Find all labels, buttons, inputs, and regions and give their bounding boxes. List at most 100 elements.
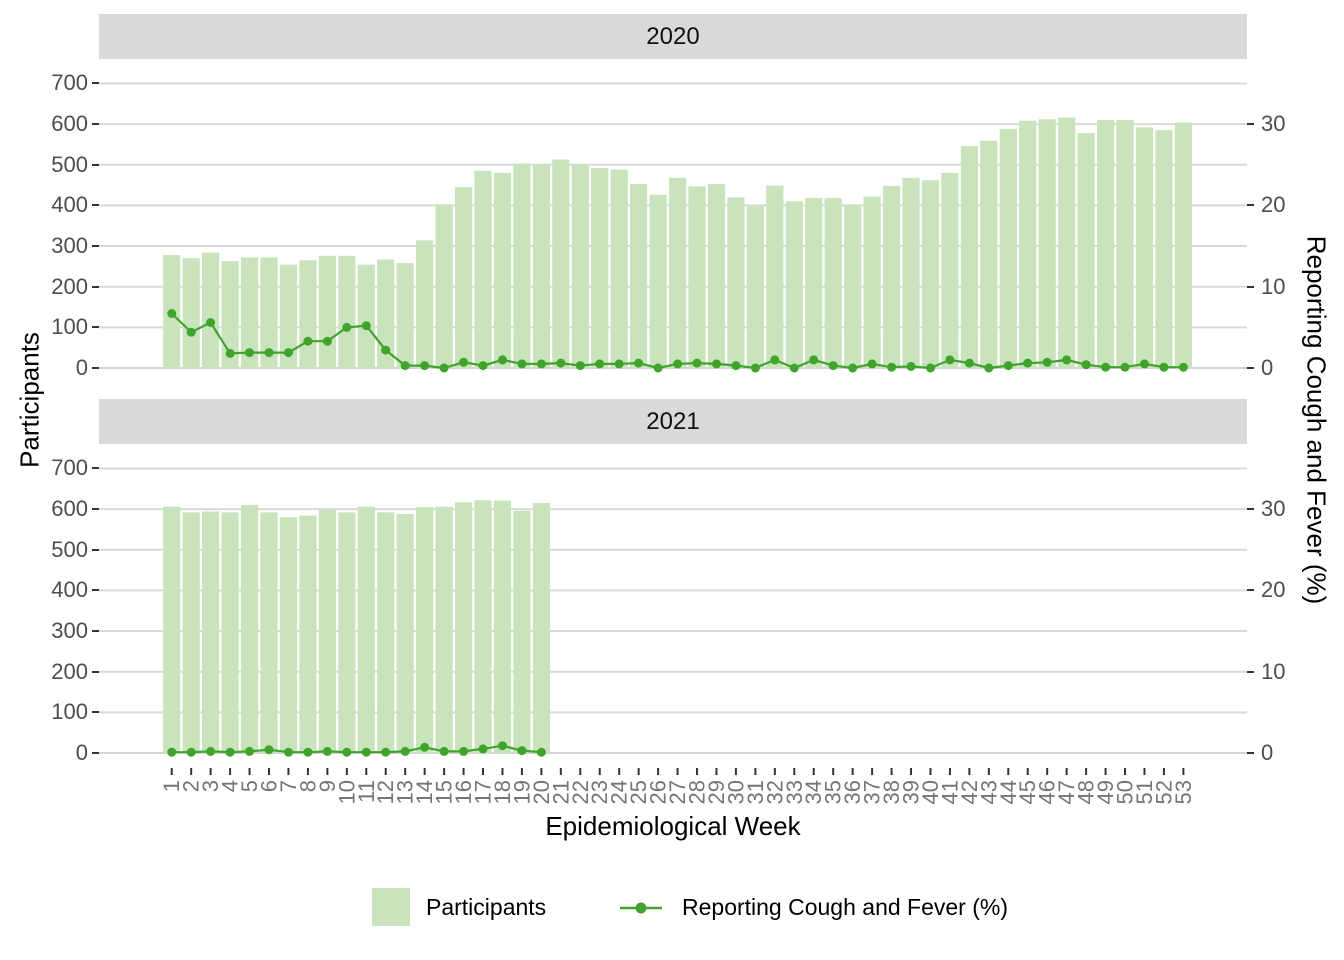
- line-point-week-6: [264, 745, 274, 755]
- x-tick-label-week-29: 29: [704, 780, 729, 804]
- bar-week-33: [785, 201, 803, 368]
- line-point-week-3: [206, 746, 216, 756]
- line-point-week-40: [926, 363, 935, 373]
- line-point-week-10: [342, 747, 352, 757]
- bar-week-34: [805, 198, 823, 368]
- y-tick-label-left: 300: [51, 618, 88, 643]
- bar-week-13: [396, 263, 414, 368]
- y-tick-mark-right: [1247, 286, 1254, 288]
- y-tick-mark-right: [1247, 204, 1254, 206]
- bar-week-8: [299, 260, 317, 368]
- facet-label-2020: 2020: [646, 22, 700, 50]
- bar-week-37: [863, 196, 881, 368]
- line-point-week-44: [1003, 361, 1013, 371]
- bar-week-53: [1174, 122, 1192, 368]
- x-tick-label-week-36: 36: [840, 780, 865, 804]
- y-tick-mark-right: [1247, 123, 1254, 125]
- line-point-week-31: [750, 363, 760, 373]
- line-point-week-20: [536, 359, 546, 369]
- bar-week-39: [902, 177, 920, 368]
- x-tick-label-week-45: 45: [1015, 780, 1040, 804]
- y-tick-mark-left: [92, 589, 99, 591]
- bar-week-11: [357, 506, 375, 753]
- bar-week-19: [513, 163, 531, 368]
- y-tick-label-left: 500: [51, 537, 88, 562]
- line-point-week-50: [1120, 362, 1130, 372]
- bar-week-51: [1135, 127, 1154, 369]
- bar-week-24: [610, 169, 628, 368]
- y-tick-mark-left: [92, 467, 99, 469]
- bar-week-47: [1058, 117, 1076, 368]
- bar-week-2: [182, 258, 200, 368]
- line-point-week-18: [498, 741, 507, 751]
- bar-week-43: [980, 140, 998, 368]
- y-tick-mark-left: [92, 245, 99, 247]
- line-point-week-13: [400, 746, 410, 756]
- y-tick-label-right: 0: [1261, 740, 1274, 765]
- x-tick-label-week-50: 50: [1113, 780, 1138, 804]
- x-tick-label-week-32: 32: [762, 780, 787, 804]
- y-tick-mark-left: [92, 204, 99, 206]
- x-tick-label-week-33: 33: [782, 780, 807, 804]
- x-tick-label-week-43: 43: [976, 780, 1001, 804]
- bar-week-16: [455, 502, 473, 753]
- line-point-week-25: [634, 358, 644, 368]
- x-tick-label-week-23: 23: [587, 780, 612, 804]
- x-tick-label-week-51: 51: [1132, 780, 1157, 804]
- bar-week-27: [669, 177, 687, 368]
- bar-week-40: [921, 180, 940, 368]
- facet-strip-2021: 2021: [99, 399, 1247, 444]
- line-point-week-53: [1178, 362, 1188, 372]
- y-tick-label-left: 600: [51, 111, 88, 136]
- bar-week-4: [221, 512, 239, 753]
- y-tick-mark-left: [92, 630, 99, 632]
- line-point-week-19: [517, 746, 527, 756]
- line-point-week-36: [848, 363, 858, 373]
- y-tick-mark-left: [92, 752, 99, 754]
- x-tick-label-week-52: 52: [1151, 780, 1176, 804]
- line-point-week-7: [284, 348, 293, 358]
- bar-week-52: [1155, 130, 1173, 368]
- bar-week-6: [260, 512, 278, 753]
- x-tick-label-week-35: 35: [821, 780, 846, 804]
- bar-week-7: [279, 264, 298, 368]
- line-point-week-45: [1023, 358, 1033, 368]
- x-tick-label-week-28: 28: [685, 780, 710, 804]
- x-tick-label-week-3: 3: [198, 780, 223, 792]
- line-point-week-9: [322, 746, 332, 756]
- y-tick-mark-left: [92, 671, 99, 673]
- x-tick-label-week-19: 19: [509, 780, 534, 804]
- bar-week-14: [416, 240, 434, 368]
- x-tick-label-week-9: 9: [315, 780, 340, 792]
- line-point-week-14: [420, 361, 430, 371]
- x-tick-label-week-13: 13: [393, 780, 418, 804]
- line-point-week-51: [1140, 359, 1149, 369]
- line-point-week-17: [478, 361, 488, 371]
- y-tick-label-right: 10: [1261, 274, 1286, 299]
- left-axis-title: Participants: [14, 332, 45, 468]
- bar-week-38: [883, 185, 901, 368]
- y-tick-label-left: 500: [51, 152, 88, 177]
- bar-week-42: [960, 146, 978, 368]
- line-point-week-38: [887, 362, 897, 372]
- y-tick-mark-left: [92, 286, 99, 288]
- line-point-week-6: [264, 348, 274, 358]
- bar-week-29: [707, 183, 726, 368]
- line-point-week-14: [420, 742, 430, 752]
- y-tick-label-left: 400: [51, 192, 88, 217]
- y-tick-mark-left: [92, 326, 99, 328]
- y-tick-mark-left: [92, 508, 99, 510]
- bar-week-49: [1097, 120, 1115, 368]
- line-point-week-16: [459, 357, 469, 367]
- bar-week-32: [766, 185, 784, 368]
- bar-week-2: [182, 512, 200, 753]
- bar-week-13: [396, 514, 414, 753]
- bar-week-46: [1038, 119, 1056, 368]
- bar-week-41: [941, 172, 959, 368]
- bar-week-17: [474, 170, 492, 368]
- y-tick-label-left: 700: [51, 455, 88, 480]
- x-tick-label-week-21: 21: [548, 780, 573, 804]
- y-tick-label-left: 0: [75, 740, 88, 765]
- x-tick-label-week-42: 42: [957, 780, 982, 804]
- y-tick-label-right: 0: [1261, 355, 1274, 380]
